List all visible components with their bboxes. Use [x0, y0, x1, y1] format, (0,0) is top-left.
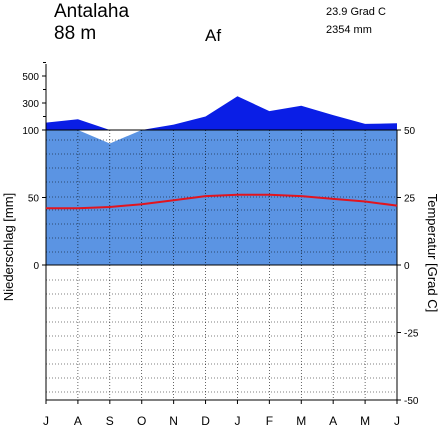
temp-tick-label: 50 [404, 126, 416, 137]
month-label: D [201, 414, 210, 428]
month-label: A [329, 414, 337, 428]
temp-tick-label: -25 [404, 329, 419, 340]
month-label: J [394, 414, 400, 428]
month-label: O [137, 414, 146, 428]
month-label: S [106, 414, 114, 428]
precip-tick-label: 100 [22, 126, 39, 137]
precip-humid-area [46, 130, 397, 265]
month-label: M [360, 414, 370, 428]
month-label: M [296, 414, 306, 428]
temp-tick-label: -50 [404, 396, 419, 407]
climate-class: Af [205, 26, 221, 45]
plot-area: 0 50 100 300 500 -50 -25 0 25 50 J A S O N D J F M A M J [22, 62, 419, 428]
station-elevation: 88 m [54, 23, 96, 44]
station-name: Antalaha [54, 1, 129, 22]
precip-tick-label: 500 [22, 72, 39, 83]
month-label: J [43, 414, 49, 428]
precip-tick-label: 300 [22, 99, 39, 110]
mean-temperature: 23.9 Grad C [326, 6, 386, 18]
month-label: N [169, 414, 178, 428]
precip-axis-label: Niederschlag [mm] [1, 193, 16, 301]
month-label: F [266, 414, 273, 428]
precip-tick-label: 0 [33, 261, 39, 272]
temperature-line [46, 193, 398, 210]
temp-tick-label: 25 [404, 194, 416, 205]
annual-precipitation: 2354 mm [326, 24, 372, 36]
temp-tick-label: 0 [404, 261, 410, 272]
temp-axis-label: Temperatur [Grad C] [425, 194, 438, 313]
month-label: A [74, 414, 82, 428]
precip-tick-label: 50 [28, 194, 40, 205]
month-label: J [234, 414, 240, 428]
precip-excess-area [46, 96, 397, 130]
